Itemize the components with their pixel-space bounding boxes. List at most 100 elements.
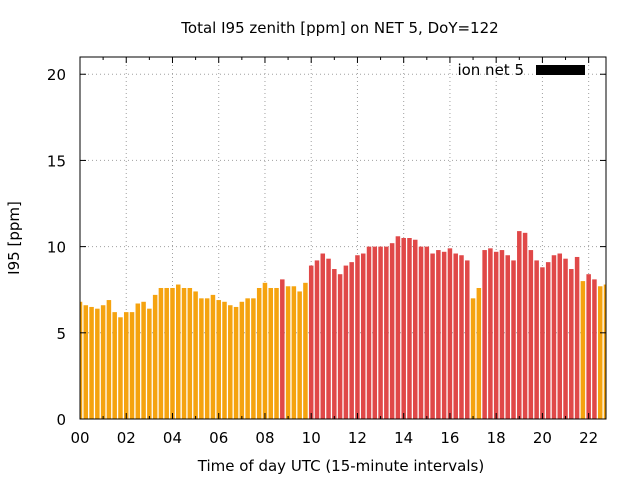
bar xyxy=(407,238,412,419)
bar xyxy=(95,308,100,419)
x-tick-label: 02 xyxy=(117,429,136,447)
y-tick-label: 0 xyxy=(56,411,66,429)
bar xyxy=(210,294,216,419)
bar xyxy=(418,246,424,419)
bar xyxy=(453,253,458,419)
x-tick-label: 10 xyxy=(302,429,321,447)
legend-label: ion net 5 xyxy=(457,61,524,79)
bar xyxy=(569,269,574,419)
bar xyxy=(239,301,245,419)
bar xyxy=(256,287,262,419)
bar xyxy=(372,246,378,419)
bar xyxy=(118,317,123,419)
bar xyxy=(291,286,297,419)
bar xyxy=(528,250,534,419)
bar xyxy=(89,306,94,419)
bar xyxy=(574,256,580,419)
bar xyxy=(337,274,343,419)
bar xyxy=(216,300,221,419)
bar xyxy=(412,239,418,419)
bar xyxy=(384,246,389,419)
bar xyxy=(522,232,528,419)
bar xyxy=(297,291,302,419)
y-axis-label: I95 [ppm] xyxy=(5,201,23,275)
bar xyxy=(262,282,268,419)
bar xyxy=(222,301,227,419)
bar xyxy=(597,286,603,419)
bar xyxy=(100,305,106,419)
bars xyxy=(80,231,606,419)
x-tick-label: 08 xyxy=(255,429,274,447)
bar xyxy=(164,287,169,419)
bar xyxy=(112,312,117,419)
bar xyxy=(204,298,210,419)
bar xyxy=(436,250,441,419)
x-tick-label: 04 xyxy=(163,429,182,447)
bar xyxy=(580,281,586,419)
x-tick-label: 18 xyxy=(487,429,506,447)
plot-frame xyxy=(79,56,607,420)
bar xyxy=(181,287,187,419)
bar xyxy=(285,286,291,419)
bar xyxy=(430,253,435,419)
y-tick-label: 5 xyxy=(56,325,66,343)
bar xyxy=(603,284,606,419)
bar xyxy=(470,298,476,419)
bar xyxy=(447,248,453,419)
bar xyxy=(378,246,383,419)
bar xyxy=(193,291,198,419)
bar xyxy=(545,262,551,419)
bar xyxy=(141,301,146,419)
bar xyxy=(366,246,372,419)
x-tick-label: 06 xyxy=(209,429,228,447)
bar xyxy=(158,287,164,419)
bar xyxy=(152,294,158,419)
bar xyxy=(499,250,505,419)
bar xyxy=(314,260,320,419)
bar xyxy=(303,282,308,419)
bar xyxy=(355,255,360,419)
bar xyxy=(586,274,591,419)
legend-swatch xyxy=(536,65,585,75)
bar xyxy=(592,279,597,419)
bar xyxy=(563,258,568,419)
bar xyxy=(233,306,239,419)
bar xyxy=(199,298,204,419)
legend: ion net 5 xyxy=(457,61,585,79)
bar xyxy=(534,260,539,419)
bar xyxy=(401,238,406,419)
x-tick-label: 12 xyxy=(348,429,367,447)
bar xyxy=(482,250,487,419)
y-tick-label: 10 xyxy=(47,239,66,257)
x-axis-label: Time of day UTC (15-minute intervals) xyxy=(197,457,484,475)
x-tick-label: 14 xyxy=(394,429,413,447)
bar xyxy=(135,303,141,419)
bar xyxy=(268,287,274,419)
bar xyxy=(360,253,366,419)
bar xyxy=(147,308,152,419)
bar xyxy=(557,253,563,419)
bar xyxy=(343,265,349,419)
bar xyxy=(395,236,401,419)
x-tick-label: 20 xyxy=(533,429,552,447)
x-tick-label: 16 xyxy=(440,429,459,447)
bar xyxy=(274,287,279,419)
chart-title: Total I95 zenith [ppm] on NET 5, DoY=122 xyxy=(180,19,498,37)
bar xyxy=(320,253,326,419)
bar xyxy=(280,279,285,419)
bar xyxy=(308,265,314,419)
bar xyxy=(332,269,337,419)
bar xyxy=(106,300,112,419)
x-tick-label: 22 xyxy=(579,429,598,447)
bar xyxy=(551,255,557,419)
bar xyxy=(389,243,395,419)
bar xyxy=(505,255,510,419)
bar xyxy=(245,298,250,419)
bar xyxy=(129,312,135,419)
bar xyxy=(465,260,470,419)
bar xyxy=(459,255,464,419)
bar xyxy=(176,284,181,419)
bar xyxy=(251,298,256,419)
bar xyxy=(441,251,447,419)
